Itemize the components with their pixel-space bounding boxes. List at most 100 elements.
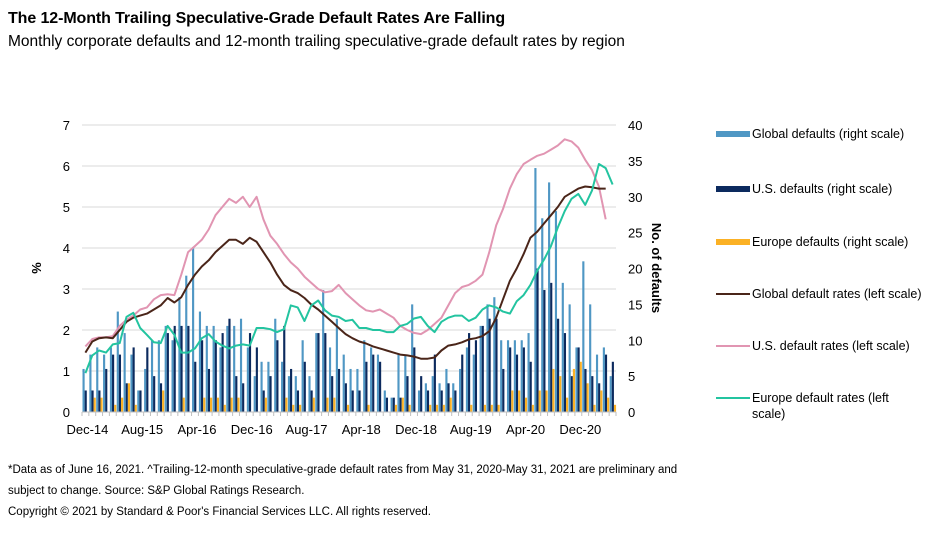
bar-europe-defaults xyxy=(216,397,219,412)
y-right-tick-label: 15 xyxy=(628,297,642,312)
x-tick-label: Aug-15 xyxy=(121,422,163,437)
bar-global-defaults xyxy=(568,304,571,412)
bar-global-defaults xyxy=(322,290,325,412)
y-right-tick-label: 40 xyxy=(628,118,642,133)
bar-us-defaults xyxy=(598,383,601,412)
bar-global-defaults xyxy=(192,246,195,412)
bar-europe-defaults xyxy=(237,397,240,412)
bar-global-defaults xyxy=(144,368,147,412)
bar-europe-defaults xyxy=(230,397,233,412)
legend-swatch-global-rates xyxy=(716,293,750,295)
bar-europe-defaults xyxy=(394,404,397,412)
bar-us-defaults xyxy=(337,368,341,412)
bar-us-defaults xyxy=(515,354,519,412)
bar-us-defaults xyxy=(399,397,402,412)
legend-label: Global default rates (left scale) xyxy=(752,287,922,301)
bar-us-defaults xyxy=(379,361,382,412)
bar-global-defaults xyxy=(465,347,469,412)
bar-us-defaults xyxy=(118,354,122,412)
y-right-tick-label: 5 xyxy=(628,369,635,384)
bar-europe-defaults xyxy=(210,397,213,412)
bar-global-defaults xyxy=(109,347,113,412)
bar-europe-defaults xyxy=(264,397,267,412)
bar-us-defaults xyxy=(591,376,594,412)
chart-subtitle: Monthly corporate defaults and 12-month … xyxy=(8,33,625,50)
bar-europe-defaults xyxy=(566,397,569,412)
bar-us-defaults xyxy=(132,347,135,412)
bar-global-defaults xyxy=(595,354,599,412)
bar-global-defaults xyxy=(534,168,537,412)
legend-swatch-us-defaults xyxy=(716,186,750,192)
bar-us-defaults xyxy=(570,376,573,412)
y-right-tick-label: 25 xyxy=(628,226,642,241)
bar-global-defaults xyxy=(335,318,338,412)
legend-swatch-global-defaults xyxy=(716,131,750,137)
bar-global-defaults xyxy=(575,347,578,412)
bar-europe-defaults xyxy=(182,397,185,412)
bar-global-defaults xyxy=(308,376,311,412)
bar-europe-defaults xyxy=(203,397,206,412)
bar-global-defaults xyxy=(459,368,462,412)
bar-global-defaults xyxy=(417,390,421,412)
bar-global-defaults xyxy=(493,297,496,412)
bar-global-defaults xyxy=(171,340,174,412)
bar-global-defaults xyxy=(383,390,386,412)
bar-us-defaults xyxy=(228,318,231,412)
y-axis-right-title: No. of defaults xyxy=(649,223,664,313)
bar-us-defaults xyxy=(584,368,587,412)
bar-europe-defaults xyxy=(579,361,582,412)
bar-us-defaults xyxy=(461,354,464,412)
axes-group: 0 1 2 3 4 5 6 7 0 5 10 15 20 25 30 35 40 Dec-14 Aug-15 Apr-… xyxy=(63,118,643,437)
footnote: *Data as of June 16, 2021. ^Trailing-12-… xyxy=(8,464,678,497)
bar-us-defaults xyxy=(577,347,580,412)
bar-us-defaults xyxy=(310,390,313,412)
y-left-tick-label: 1 xyxy=(63,364,70,379)
bar-global-defaults xyxy=(527,333,530,412)
legend-label: Europe defaults (right scale) xyxy=(752,235,909,249)
bar-global-defaults xyxy=(328,347,332,412)
bar-us-defaults xyxy=(173,325,176,412)
bar-global-defaults xyxy=(287,376,291,412)
bar-global-defaults xyxy=(246,347,249,412)
bar-global-defaults xyxy=(239,318,243,412)
bar-us-defaults xyxy=(344,383,347,412)
y-left-tick-label: 4 xyxy=(63,241,70,256)
y-right-tick-label: 10 xyxy=(628,333,642,348)
bar-us-defaults xyxy=(242,383,245,412)
bar-us-defaults xyxy=(406,376,409,412)
x-tick-label: Apr-18 xyxy=(342,422,381,437)
bar-europe-defaults xyxy=(429,404,432,412)
bar-europe-defaults xyxy=(435,404,439,412)
bar-us-defaults xyxy=(317,333,320,412)
bar-us-defaults xyxy=(207,368,211,412)
bar-us-defaults xyxy=(481,325,484,412)
bar-us-defaults xyxy=(440,390,443,412)
bar-europe-defaults xyxy=(299,404,302,412)
line-global-default-rate xyxy=(84,185,606,360)
y-right-tick-label: 30 xyxy=(628,190,642,205)
bar-europe-defaults xyxy=(121,397,124,412)
y-left-tick-label: 3 xyxy=(63,282,70,297)
bar-us-defaults xyxy=(372,354,375,412)
bar-europe-defaults xyxy=(559,376,562,412)
bar-global-defaults xyxy=(356,368,359,412)
bar-series-group xyxy=(82,168,617,412)
y-left-tick-label: 2 xyxy=(63,323,70,338)
bar-global-defaults xyxy=(506,340,510,412)
bar-europe-defaults xyxy=(538,390,541,412)
bar-us-defaults xyxy=(502,368,505,412)
bar-us-defaults xyxy=(187,325,190,412)
bar-europe-defaults xyxy=(593,404,596,412)
bar-us-defaults xyxy=(488,318,491,412)
bar-global-defaults xyxy=(233,325,236,412)
y-left-tick-label: 5 xyxy=(63,200,70,215)
x-tick-label: Apr-16 xyxy=(177,422,216,437)
legend-item-global-rates: Global default rates (left scale) xyxy=(716,286,922,302)
bar-us-defaults xyxy=(550,282,553,412)
bar-global-defaults xyxy=(554,211,558,412)
bar-global-defaults xyxy=(219,347,222,412)
bar-us-defaults xyxy=(112,354,115,412)
bar-global-defaults xyxy=(363,340,366,412)
bar-us-defaults xyxy=(248,333,252,412)
y-axis-left-title: % xyxy=(29,262,44,274)
